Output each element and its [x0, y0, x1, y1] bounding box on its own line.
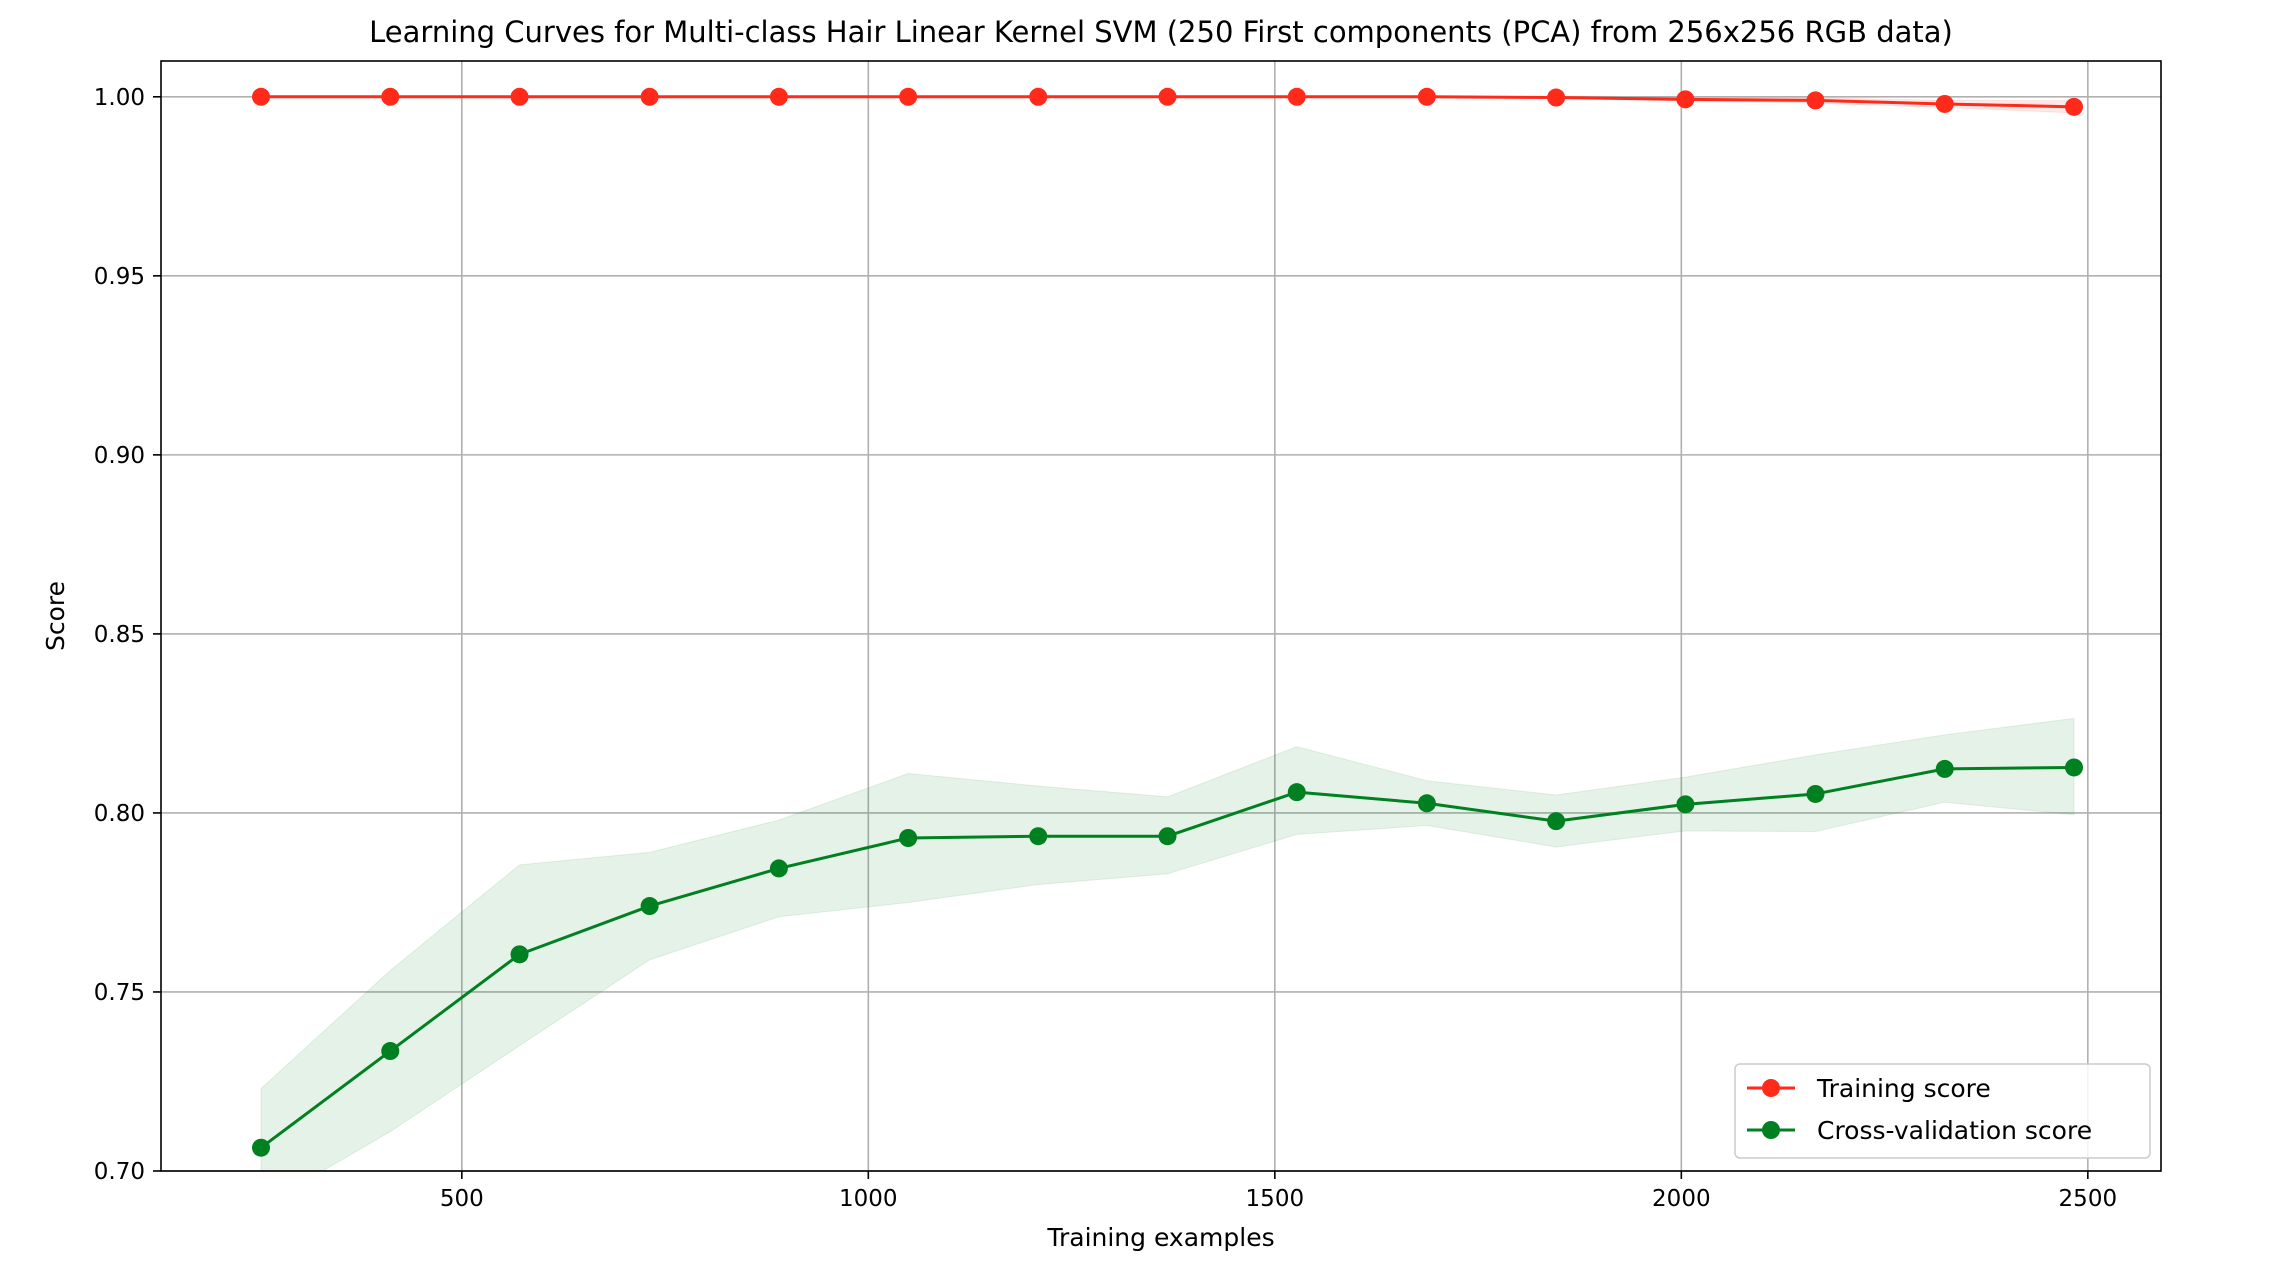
point-training: [510, 87, 529, 106]
y-tick-label: 0.85: [94, 622, 145, 648]
point-cv: [1158, 827, 1177, 846]
legend-swatch-marker-training: [1762, 1079, 1780, 1097]
point-cv: [510, 945, 529, 964]
plot-frame: [160, 60, 2162, 1172]
y-tick-label: 1.00: [94, 85, 145, 111]
axis-ticks: 500 1000 1500 2000 2500 0.70 0.75 0.80 0.85 0.90 0…: [94, 85, 2117, 1212]
point-cv: [1029, 827, 1048, 846]
score-markers: [252, 87, 2084, 1157]
y-tick-label: 0.80: [94, 801, 145, 827]
x-tick-label: 1500: [1246, 1186, 1305, 1212]
point-training: [1158, 87, 1177, 106]
point-training: [899, 87, 918, 106]
point-training: [252, 87, 270, 106]
point-training: [640, 87, 659, 106]
x-tick-label: 500: [440, 1186, 484, 1212]
band-cv: [260, 717, 2075, 1171]
point-training: [1676, 90, 1695, 109]
point-cv: [1287, 783, 1306, 802]
legend-swatch-marker-cv: [1762, 1121, 1780, 1139]
y-tick-label: 0.95: [94, 264, 145, 290]
point-training: [1935, 94, 1954, 113]
y-tick-label: 0.70: [94, 1159, 145, 1185]
point-cv: [1417, 794, 1436, 813]
plot-area: [161, 61, 2161, 1171]
point-cv: [381, 1042, 400, 1061]
point-cv: [1547, 812, 1566, 831]
point-cv: [769, 859, 788, 878]
point-training: [1287, 87, 1306, 106]
x-tick-label: 2000: [1652, 1186, 1711, 1212]
legend-entry-cv: Cross-validation score: [1817, 1116, 2092, 1145]
y-tick-label: 0.75: [94, 980, 145, 1006]
point-training: [1029, 87, 1048, 106]
point-cv: [1806, 784, 1825, 803]
legend-box: [1734, 1063, 2151, 1159]
chart-title: Learning Curves for Multi-class Hair Lin…: [369, 15, 1953, 49]
point-cv: [252, 1138, 270, 1157]
x-tick-label: 2500: [2059, 1186, 2118, 1212]
point-training: [769, 87, 788, 106]
point-cv: [1676, 795, 1695, 814]
point-training: [1547, 88, 1566, 107]
x-axis-label: Training examples: [1046, 1223, 1274, 1252]
point-training: [2065, 97, 2084, 116]
point-training: [381, 87, 400, 106]
legend: Training score Cross-validation score: [1734, 1063, 2151, 1159]
point-training: [1806, 91, 1825, 110]
point-cv: [1935, 759, 1954, 778]
point-cv: [2065, 758, 2084, 777]
y-axis-label: Score: [41, 581, 70, 651]
x-tick-label: 1000: [839, 1186, 898, 1212]
y-tick-label: 0.90: [94, 443, 145, 469]
point-cv: [640, 897, 659, 916]
point-training: [1417, 87, 1436, 106]
legend-entry-training: Training score: [1816, 1074, 1991, 1103]
point-cv: [899, 829, 918, 847]
